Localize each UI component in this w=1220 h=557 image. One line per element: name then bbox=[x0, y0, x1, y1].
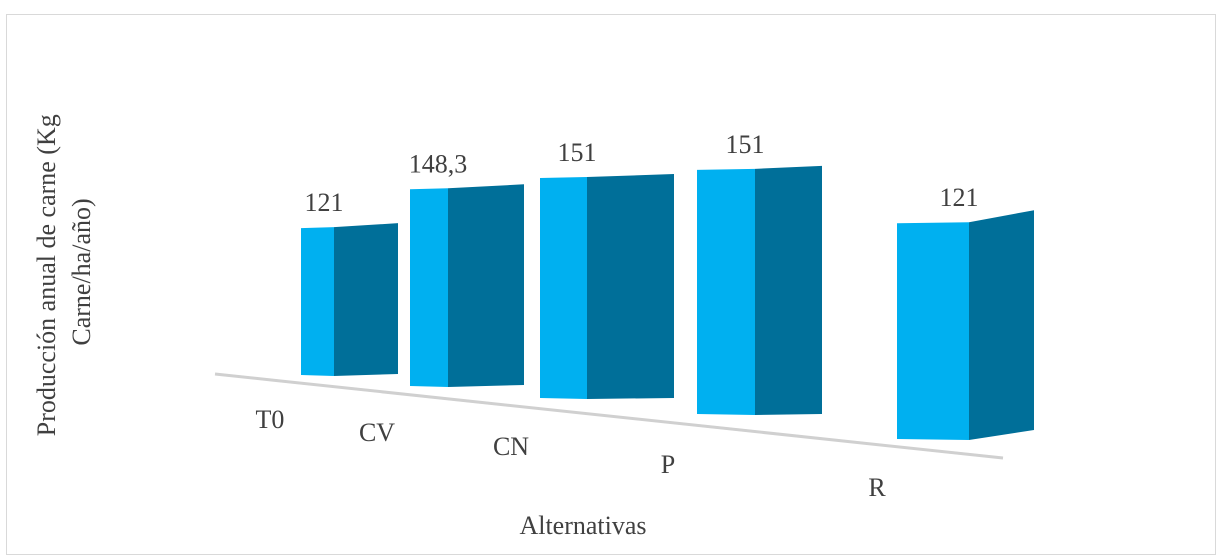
bar-side-face bbox=[755, 165, 822, 415]
bar-side-face bbox=[969, 210, 1034, 440]
value-label: 151 bbox=[726, 130, 765, 159]
bar-side-face bbox=[334, 223, 398, 376]
bar-side-face bbox=[587, 174, 674, 399]
x-tick-labels: T0 CV CN P R bbox=[256, 405, 887, 502]
bar-front-face bbox=[301, 227, 334, 376]
y-axis-title-line-2: Carne/ha/año) bbox=[67, 198, 96, 345]
x-tick-label: P bbox=[661, 450, 675, 479]
bar-front-face bbox=[410, 188, 448, 387]
bars-layer bbox=[301, 165, 1034, 440]
y-axis-title-line-1: Producción anual de carne (Kg bbox=[32, 114, 61, 436]
value-labels-layer: 121 148,3 151 151 121 bbox=[305, 130, 979, 217]
x-axis-title: Alternativas bbox=[519, 511, 646, 540]
x-tick-label: CN bbox=[493, 432, 529, 461]
bar-side-face bbox=[448, 184, 524, 387]
bar-p bbox=[697, 165, 822, 415]
x-tick-label: CV bbox=[359, 418, 395, 447]
value-label: 151 bbox=[558, 138, 597, 167]
bar-cv bbox=[410, 184, 524, 387]
bar-front-face bbox=[897, 222, 969, 440]
bar-cn bbox=[540, 174, 674, 399]
value-label: 121 bbox=[940, 183, 979, 212]
value-label: 121 bbox=[305, 188, 344, 217]
value-label: 148,3 bbox=[409, 149, 468, 178]
bar-front-face bbox=[540, 177, 587, 399]
bar-t0 bbox=[301, 223, 398, 376]
floor-line bbox=[214, 372, 1004, 460]
x-tick-label: T0 bbox=[256, 405, 285, 434]
bar-front-face bbox=[697, 168, 755, 415]
y-axis-title: Producción anual de carne (Kg Carne/ha/a… bbox=[32, 108, 96, 436]
bar-r bbox=[897, 210, 1034, 440]
x-tick-label: R bbox=[868, 473, 886, 502]
